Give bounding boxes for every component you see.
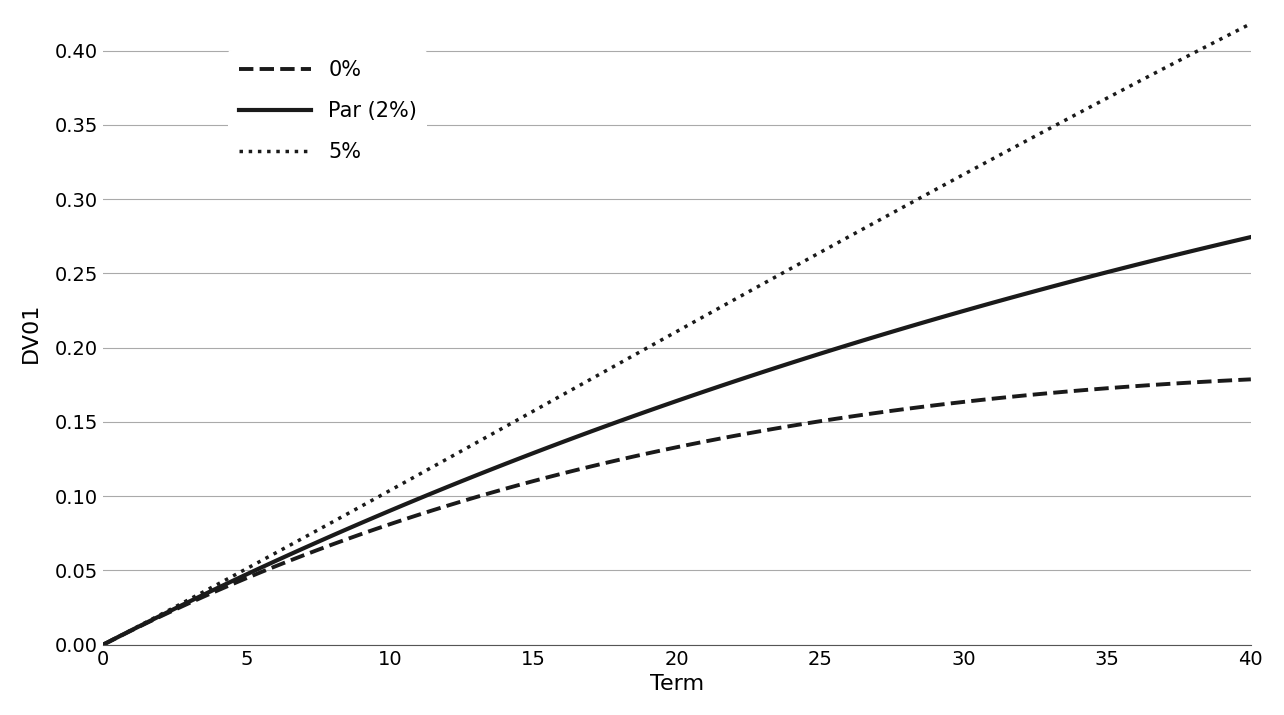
5% (727, 295, 742, 304)
Legend: 0%, Par (2%), 5%: 0%, Par (2%), 5% (229, 50, 428, 172)
0% (942, 399, 958, 408)
Par (2%) (727, 377, 742, 385)
Par (2%) (1085, 272, 1100, 280)
5% (1085, 102, 1100, 110)
0% (1028, 390, 1044, 399)
0% (1243, 375, 1258, 384)
0% (1129, 382, 1144, 390)
X-axis label: Term: Term (650, 674, 704, 694)
Y-axis label: DV01: DV01 (21, 302, 41, 363)
Line: 0%: 0% (103, 380, 1251, 645)
0% (727, 432, 742, 440)
5% (1243, 19, 1258, 28)
0% (95, 641, 110, 649)
5% (942, 178, 958, 187)
Par (2%) (1129, 260, 1144, 269)
Line: Par (2%): Par (2%) (103, 237, 1251, 645)
5% (1028, 132, 1044, 140)
Line: 5%: 5% (103, 24, 1251, 645)
5% (1129, 79, 1144, 87)
Par (2%) (95, 641, 110, 649)
5% (95, 641, 110, 649)
Par (2%) (813, 350, 828, 358)
0% (1085, 385, 1100, 394)
Par (2%) (942, 310, 958, 319)
0% (813, 417, 828, 425)
5% (813, 248, 828, 257)
Par (2%) (1028, 287, 1044, 295)
Par (2%) (1243, 233, 1258, 242)
